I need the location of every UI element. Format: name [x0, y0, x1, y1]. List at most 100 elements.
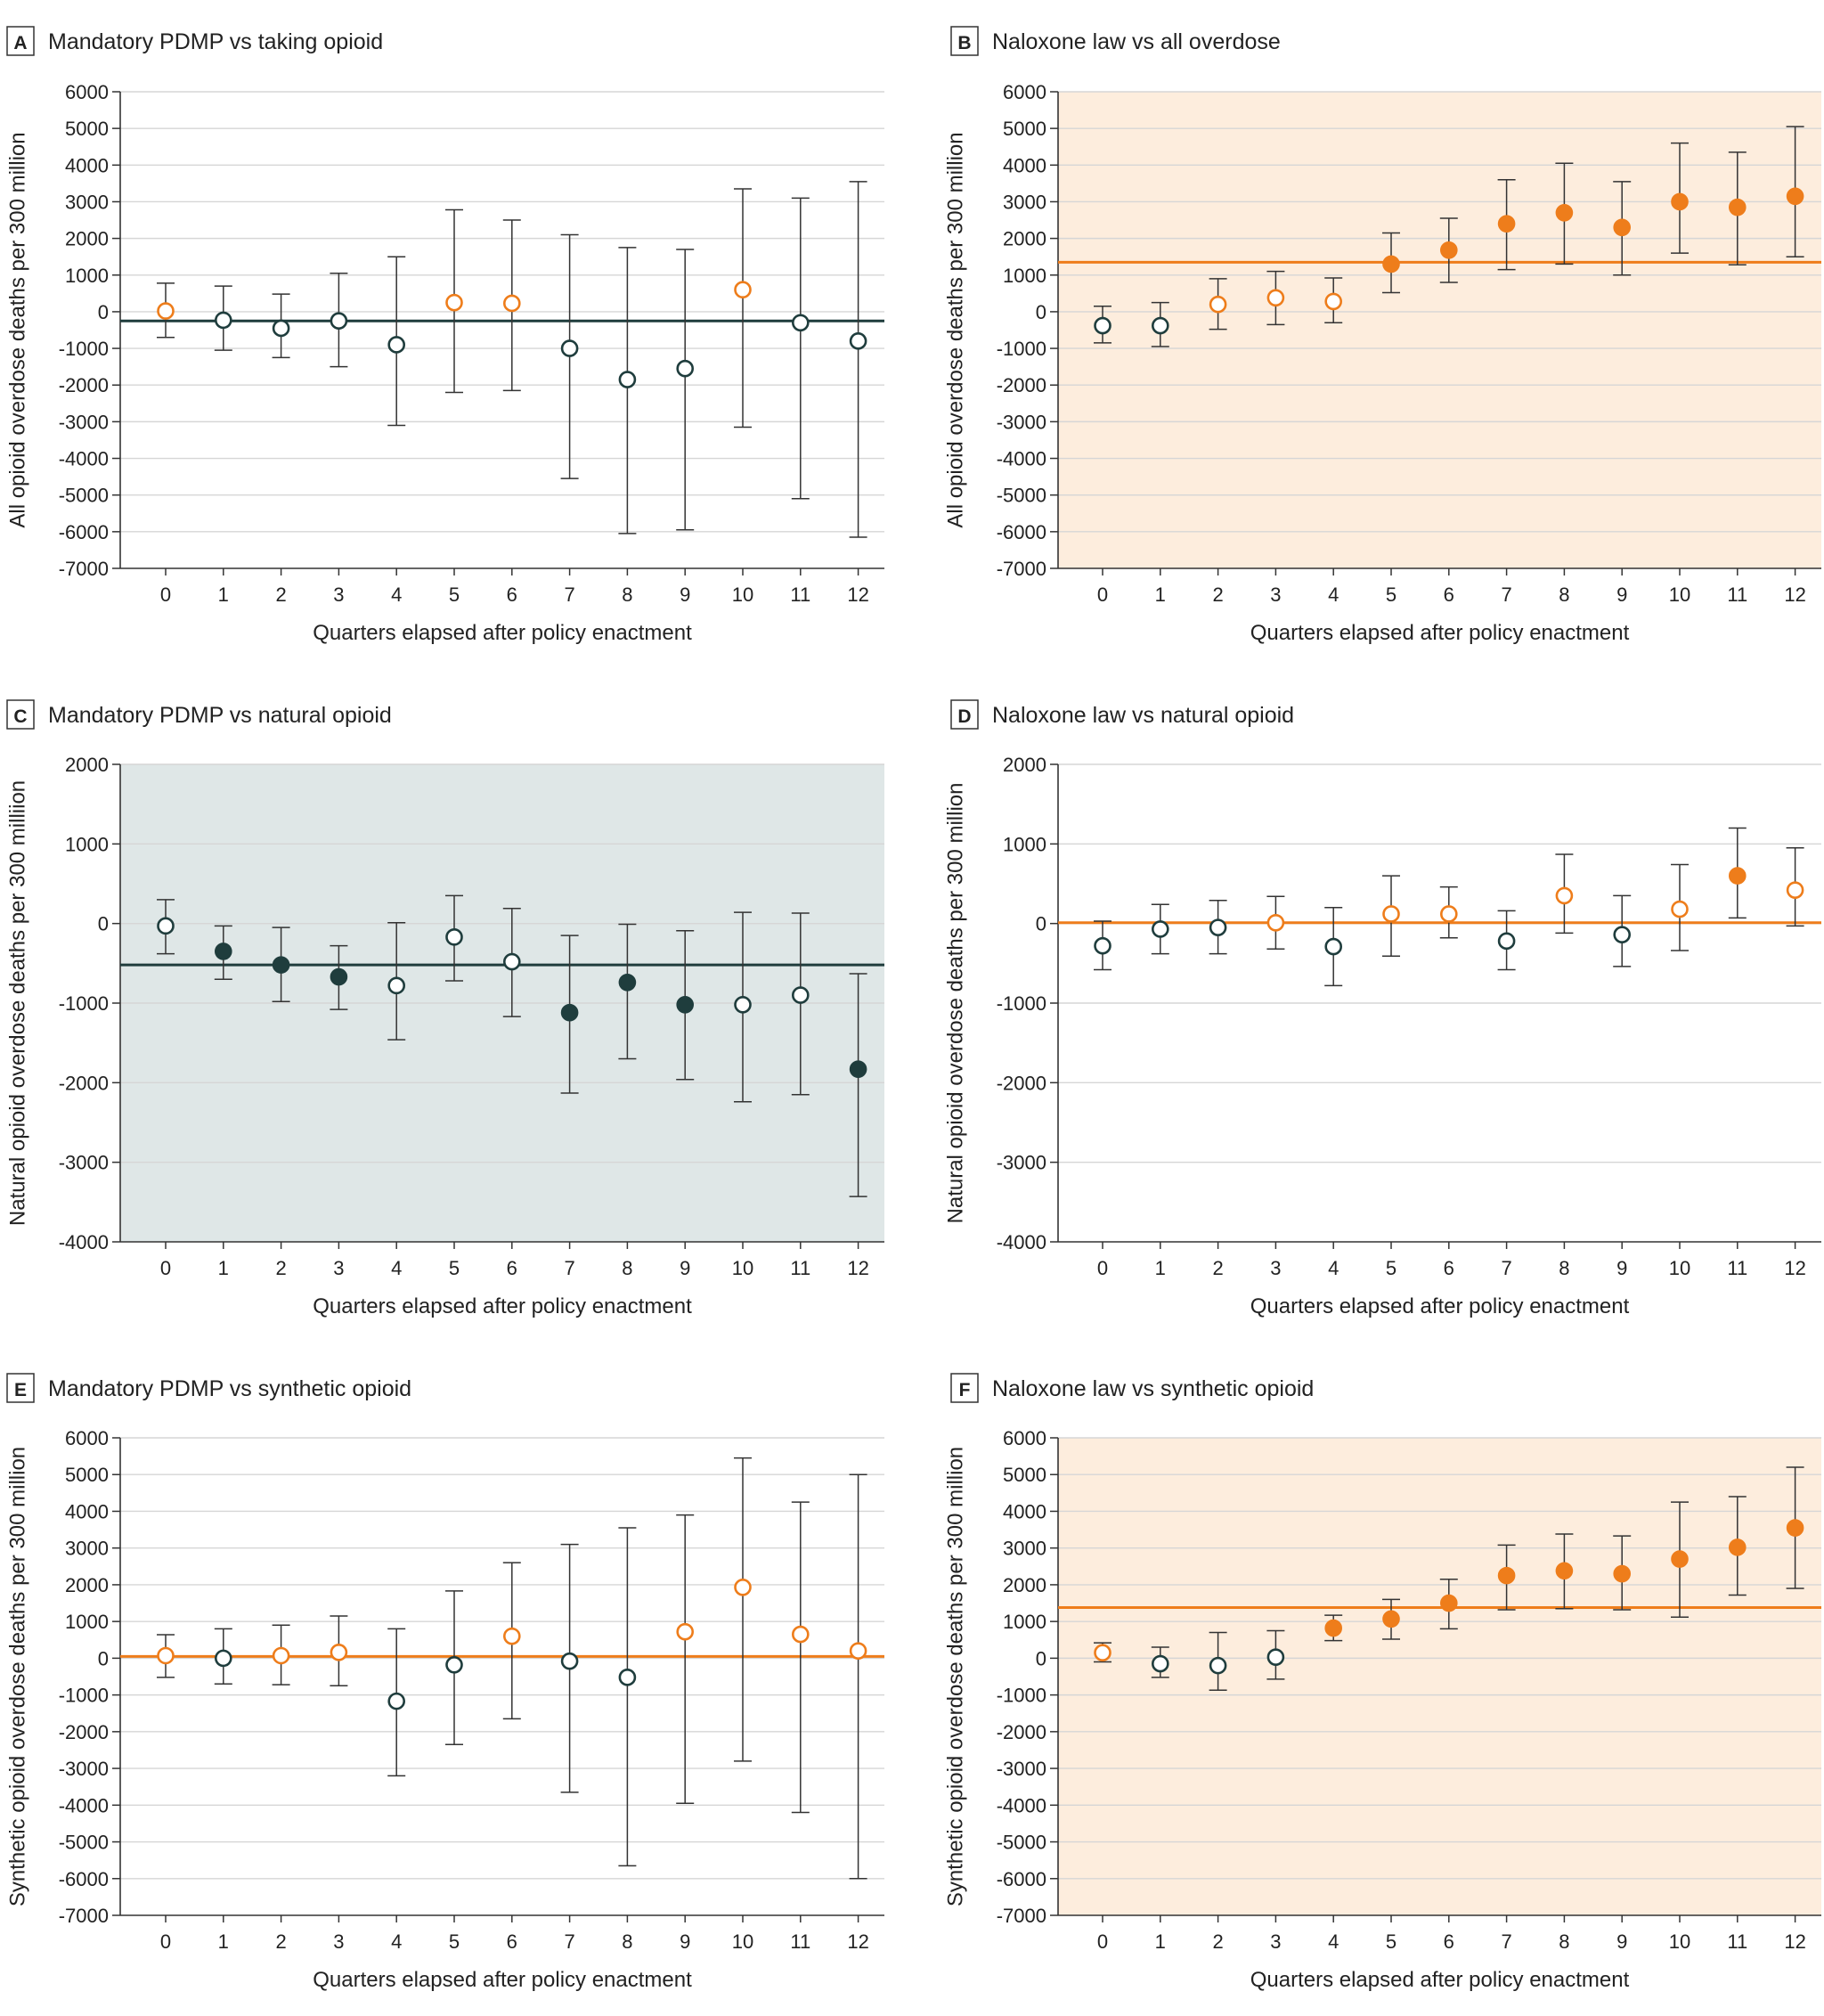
x-tick-label: 0 [160, 1930, 171, 1953]
x-tick-label: 0 [1097, 1257, 1108, 1279]
y-tick-label: 2000 [65, 1574, 109, 1596]
x-tick-label: 0 [1097, 1930, 1108, 1953]
x-tick-label: 11 [1727, 584, 1747, 606]
data-point [502, 1627, 521, 1645]
y-tick-label: 5000 [1003, 118, 1046, 140]
y-tick-label: 1000 [1003, 265, 1046, 287]
panel-letter: B [957, 33, 971, 53]
y-tick-label: -4000 [997, 1231, 1046, 1253]
x-tick-label: 1 [218, 584, 229, 606]
data-point [330, 312, 348, 331]
y-tick-label: -2000 [997, 1721, 1046, 1743]
x-tick-label: 5 [1386, 584, 1396, 606]
y-tick-label: 0 [98, 301, 109, 323]
data-point [791, 314, 810, 332]
y-tick-label: -1000 [59, 1685, 109, 1707]
y-tick-label: 4000 [1003, 1500, 1046, 1522]
data-point [1497, 932, 1516, 951]
x-tick-label: 2 [1212, 1257, 1223, 1279]
x-tick-label: 9 [1616, 1930, 1627, 1953]
chart-title: Naloxone law vs synthetic opioid [992, 1376, 1314, 1401]
data-point [849, 1642, 867, 1660]
x-tick-label: 2 [275, 584, 286, 606]
x-tick-label: 8 [1559, 584, 1569, 606]
data-point [1382, 905, 1400, 923]
data-point [734, 1579, 752, 1596]
y-axis-label: Synthetic opioid overdose deaths per 300… [6, 1447, 30, 1906]
x-tick-label: 12 [847, 1257, 868, 1279]
error-bar [849, 1473, 867, 1880]
y-tick-label: -7000 [997, 558, 1046, 580]
data-point [849, 1060, 867, 1078]
y-tick-label: 0 [98, 1647, 109, 1669]
y-tick-label: -1000 [59, 338, 109, 360]
data-point [1094, 316, 1112, 335]
data-point [1324, 1619, 1342, 1637]
data-point [791, 986, 810, 1004]
x-axis-label: Quarters elapsed after policy enactment [1250, 1968, 1630, 1992]
x-tick-label: 9 [680, 584, 690, 606]
chart-title: Mandatory PDMP vs taking opioid [48, 29, 383, 54]
y-tick-label: -4000 [997, 448, 1046, 470]
data-point [1497, 215, 1516, 233]
x-tick-label: 8 [1559, 1257, 1569, 1279]
x-tick-label: 4 [391, 584, 402, 606]
data-point [560, 1652, 579, 1670]
x-axis-label: Quarters elapsed after policy enactment [313, 621, 692, 645]
x-axis-label: Quarters elapsed after policy enactment [313, 1294, 692, 1318]
y-tick-label: -6000 [997, 521, 1046, 543]
x-tick-label: 1 [218, 1930, 229, 1953]
x-tick-label: 9 [680, 1930, 690, 1953]
data-point [445, 928, 463, 946]
y-tick-label: 5000 [1003, 1464, 1046, 1486]
y-axis-label: Synthetic opioid overdose deaths per 300… [944, 1447, 968, 1906]
x-tick-label: 12 [1784, 1930, 1805, 1953]
data-point [676, 1622, 695, 1641]
error-bar [734, 188, 752, 429]
data-point [1440, 905, 1458, 923]
x-tick-label: 1 [1155, 1257, 1166, 1279]
x-tick-label: 6 [507, 1257, 517, 1279]
x-tick-label: 4 [391, 1257, 402, 1279]
data-point [1094, 936, 1112, 955]
y-tick-label: -2000 [997, 374, 1046, 396]
x-tick-label: 2 [275, 1930, 286, 1953]
x-tick-label: 2 [1212, 1930, 1223, 1953]
x-tick-label: 5 [449, 1930, 460, 1953]
data-point [1613, 1564, 1631, 1583]
y-tick-label: -2000 [59, 374, 109, 396]
y-tick-label: -6000 [59, 521, 109, 543]
chart-title: Naloxone law vs natural opioid [992, 703, 1294, 728]
data-point [1094, 1644, 1112, 1661]
x-tick-label: 10 [732, 584, 753, 606]
y-tick-label: 2000 [65, 754, 109, 776]
x-tick-label: 7 [1501, 1257, 1511, 1279]
chart-title: Naloxone law vs all overdose [992, 29, 1281, 54]
y-tick-label: 0 [1036, 1647, 1046, 1669]
error-bar [791, 197, 810, 500]
y-tick-label: -3000 [997, 411, 1046, 433]
y-tick-label: 5000 [65, 1464, 109, 1486]
y-tick-label: 4000 [1003, 154, 1046, 176]
x-tick-label: 1 [1155, 584, 1166, 606]
x-tick-label: 7 [1501, 1930, 1511, 1953]
y-tick-label: -1000 [59, 992, 109, 1015]
y-tick-label: -5000 [997, 485, 1046, 507]
y-tick-label: 0 [98, 913, 109, 935]
x-tick-label: 12 [847, 1930, 868, 1953]
x-tick-label: 7 [564, 584, 574, 606]
data-point [1729, 867, 1747, 885]
data-point [1152, 920, 1169, 938]
x-tick-label: 5 [449, 1257, 460, 1279]
x-tick-label: 8 [622, 584, 632, 606]
x-tick-label: 6 [1444, 1930, 1454, 1953]
y-tick-label: -5000 [997, 1832, 1046, 1854]
x-tick-label: 4 [1328, 1257, 1339, 1279]
data-point [157, 917, 175, 935]
data-point [1152, 316, 1169, 335]
error-bar [618, 247, 637, 535]
y-tick-label: -4000 [59, 1231, 109, 1253]
data-point [1152, 1654, 1169, 1673]
